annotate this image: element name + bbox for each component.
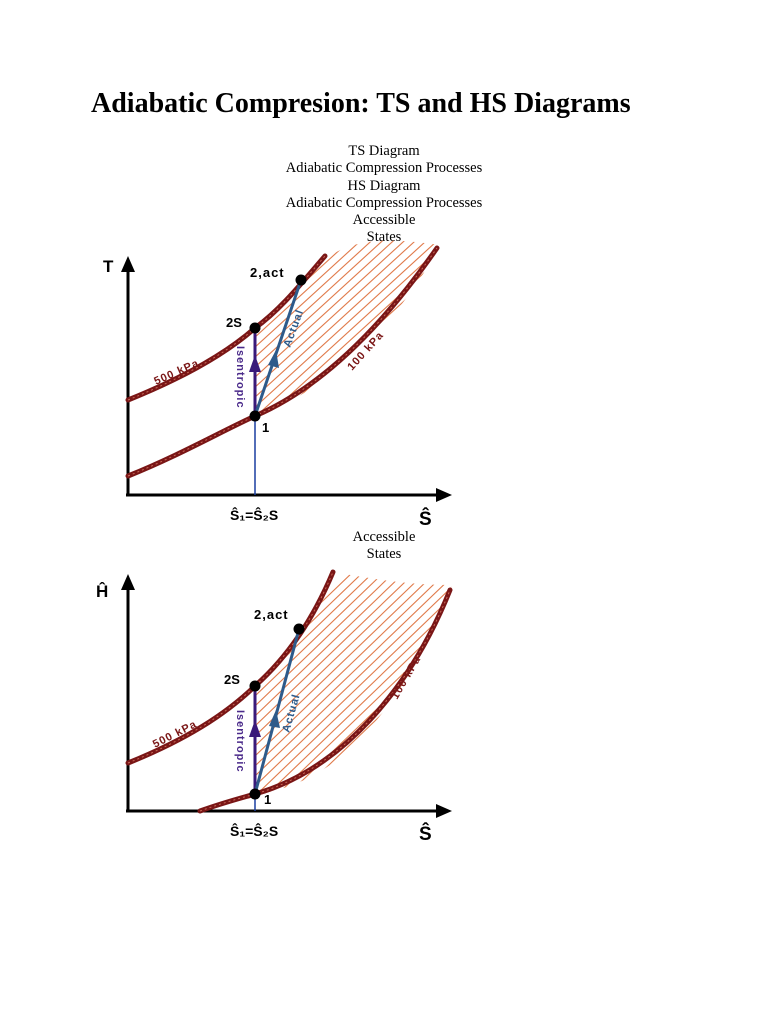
hs-label-1: 1 xyxy=(264,792,271,807)
hs-y-axis-label: Ĥ xyxy=(96,582,108,601)
hs-label-2act: 2,act xyxy=(254,607,289,622)
ts-label-1: 1 xyxy=(262,420,269,435)
ts-axes xyxy=(121,256,452,502)
hs-isobar-100kpa xyxy=(197,587,453,814)
caption-ts-diagram: TS Diagram xyxy=(348,143,420,159)
hs-point-2s xyxy=(249,680,261,692)
hs-actual-path xyxy=(253,628,301,795)
caption-hs-process: Adiabatic Compression Processes xyxy=(285,194,483,211)
caption-block-top: TS Diagram Adiabatic Compression Process… xyxy=(234,143,534,247)
caption-accessible: Accessible xyxy=(352,529,416,545)
ts-label-isentropic: Isentropic xyxy=(234,346,246,409)
hs-x-axis-label: Ŝ xyxy=(419,823,432,845)
ts-actual-arrow xyxy=(268,350,279,368)
caption-ts-process: Adiabatic Compression Processes xyxy=(285,160,483,177)
ts-point-2s xyxy=(249,322,261,334)
hs-point-2act xyxy=(293,623,305,635)
hs-actual-arrow xyxy=(269,710,280,728)
ts-point-2act xyxy=(295,274,307,286)
hs-x-tick-label: Ŝ₁=Ŝ₂S xyxy=(230,822,278,839)
hs-isobar-500kpa xyxy=(125,569,336,766)
hs-label-2s: 2S xyxy=(224,672,240,687)
page-title: Adiabatic Compresion: TS and HS Diagrams xyxy=(91,88,631,119)
caption-hs-diagram: HS Diagram xyxy=(347,177,421,194)
accessible-states-hatch xyxy=(255,572,452,795)
hs-point-1 xyxy=(249,788,261,800)
hs-isentropic-arrow xyxy=(249,720,261,737)
ts-label-2act: 2,act xyxy=(250,265,285,280)
ts-label-2s: 2S xyxy=(226,315,242,330)
hs-label-isentropic: Isentropic xyxy=(234,710,246,773)
ts-x-axis-label: Ŝ xyxy=(419,508,432,530)
ts-isentropic-arrow xyxy=(249,355,261,372)
ts-point-1 xyxy=(249,410,261,422)
ts-actual-path xyxy=(253,279,303,417)
caption-accessible: Accessible xyxy=(352,212,416,229)
ts-y-axis-label: T xyxy=(103,257,114,276)
hs-axes xyxy=(121,574,452,818)
caption-block-mid: Accessible States xyxy=(234,529,534,564)
caption-states: States xyxy=(366,546,402,563)
ts-x-tick-label: Ŝ₁=Ŝ₂S xyxy=(230,506,278,523)
